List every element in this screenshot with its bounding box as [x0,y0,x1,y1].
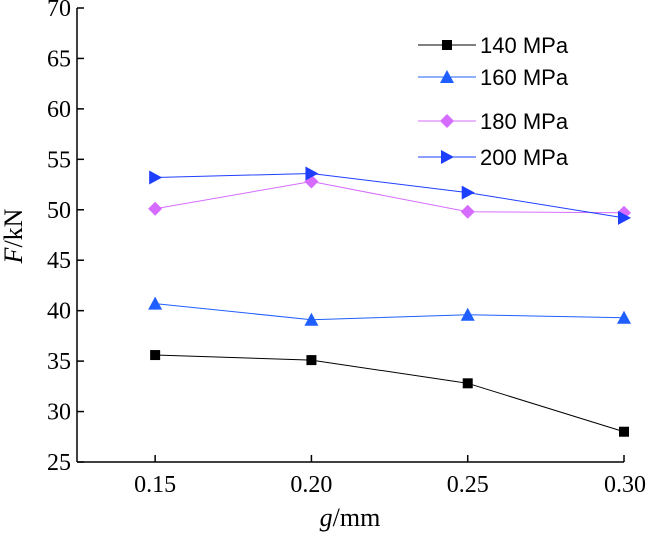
x-axis-title: g/mm [320,503,381,532]
legend-item: 180 MPa [418,109,569,134]
legend-item: 200 MPa [418,145,569,170]
x-tick-label: 0.25 [447,472,489,498]
y-tick-label: 65 [47,46,71,72]
x-tick-label: 0.20 [290,472,332,498]
legend-label: 160 MPa [480,65,569,90]
x-tick-label: 0.15 [134,472,176,498]
y-tick-label: 30 [47,400,71,426]
data-point [305,166,319,181]
legend: 140 MPa 160 MPa 180 MPa 200 MPa [418,33,569,170]
data-point [148,296,163,310]
x-ticks: 0.15 0.20 0.25 0.30 [134,455,646,498]
series-line [155,303,625,321]
data-point [148,201,163,216]
data-point [618,210,631,225]
y-tick-label: 25 [47,450,71,476]
y-tick-label: 45 [47,248,71,274]
data-point [619,426,629,437]
legend-marker [441,150,454,164]
series-1 [150,350,629,437]
series-3 [148,174,631,220]
series-line [155,354,625,433]
y-ticks: 25 30 35 40 45 50 55 60 65 70 [47,0,84,476]
axes [76,8,624,463]
data-point [149,170,163,185]
data-point [617,310,631,324]
x-tick-label: 0.30 [604,472,646,498]
legend-marker [440,114,454,128]
x-axis-title-unit: /mm [333,503,381,532]
series-line [155,181,625,214]
x-axis-title-var: g [320,503,333,532]
y-axis-title-unit: /kN [0,208,28,247]
data-point [306,355,317,366]
legend-label: 140 MPa [480,33,569,58]
y-tick-label: 40 [47,299,71,325]
series-layer [148,166,631,437]
legend-marker [440,70,454,83]
y-tick-label: 55 [47,147,71,173]
legend-item: 160 MPa [418,65,569,90]
data-point [304,312,319,326]
data-point [462,378,473,389]
series-4 [149,166,631,225]
data-point [460,307,475,321]
y-axis-title: F/kN [0,208,28,264]
legend-label: 180 MPa [480,109,569,134]
series-2 [148,296,631,326]
y-axis-title-var: F [0,246,28,264]
legend-marker [442,40,452,50]
y-tick-label: 35 [47,349,71,375]
legend-item: 140 MPa [418,33,569,58]
series-line [155,172,625,219]
data-point [150,350,161,361]
y-tick-label: 50 [47,198,71,224]
data-point [460,204,475,219]
y-tick-label: 70 [47,0,71,22]
legend-label: 200 MPa [480,145,569,170]
y-tick-label: 60 [47,97,71,123]
data-point [461,185,475,200]
